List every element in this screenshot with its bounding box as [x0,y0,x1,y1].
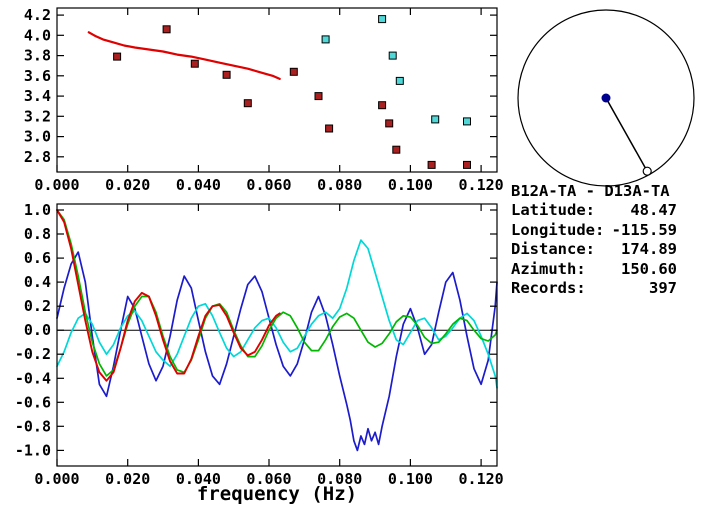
svg-text:0.120: 0.120 [459,176,504,194]
azimuth-dial [517,9,695,187]
svg-text:frequency (Hz): frequency (Hz) [197,483,357,505]
svg-text:0.120: 0.120 [459,470,504,488]
info-value: -115.59 [611,220,677,239]
info-row-longitude: Longitude: -115.59 [511,221,677,240]
svg-text:3.0: 3.0 [24,128,51,146]
svg-text:3.8: 3.8 [24,47,51,65]
info-label: Longitude: [511,220,605,239]
svg-text:0.060: 0.060 [246,470,291,488]
svg-text:3.2: 3.2 [24,107,51,125]
svg-text:0.040: 0.040 [176,470,221,488]
svg-text:1.0: 1.0 [24,201,51,219]
info-row-latitude: Latitude: 48.47 [511,201,677,220]
svg-text:0.080: 0.080 [317,470,362,488]
svg-text:0.000: 0.000 [34,470,79,488]
svg-text:-0.8: -0.8 [15,417,51,435]
info-row-azimuth: Azimuth: 150.60 [511,260,677,279]
svg-text:0.100: 0.100 [388,470,433,488]
svg-text:4.0: 4.0 [24,26,51,44]
svg-text:0.6: 0.6 [24,249,51,267]
svg-text:0.020: 0.020 [105,176,150,194]
info-label: Distance: [511,240,595,259]
station-info-panel: B12A-TA - D13A-TA Latitude: 48.47 Longit… [511,182,677,298]
svg-text:0.040: 0.040 [176,176,221,194]
svg-text:-0.2: -0.2 [15,345,51,363]
svg-text:0.060: 0.060 [246,176,291,194]
info-label: Azimuth: [511,259,586,278]
svg-text:0.0: 0.0 [24,321,51,339]
svg-text:0.020: 0.020 [105,470,150,488]
svg-text:2.8: 2.8 [24,148,51,166]
svg-text:0.100: 0.100 [388,176,433,194]
svg-text:-0.4: -0.4 [15,369,51,387]
correlation-line-chart: 0.000 0.020 0.040 0.060 0.080 0.100 0.120 -1.0 -… [15,201,504,505]
svg-text:0.2: 0.2 [24,297,51,315]
info-value: 48.47 [630,201,677,220]
svg-text:0.080: 0.080 [317,176,362,194]
svg-text:3.6: 3.6 [24,67,51,85]
svg-text:-1.0: -1.0 [15,441,51,459]
info-value: 174.89 [621,240,677,259]
info-value: 150.60 [621,259,677,278]
svg-text:-0.6: -0.6 [15,393,51,411]
dispersion-scatter-chart: 0.000 0.020 0.040 0.060 0.080 0.100 0.120 2.8 3.… [24,6,504,194]
info-value: 397 [649,279,677,298]
svg-text:3.4: 3.4 [24,87,51,105]
svg-text:0.4: 0.4 [24,273,51,291]
svg-text:4.2: 4.2 [24,6,51,24]
info-row-records: Records: 397 [511,279,677,298]
station-pair-title: B12A-TA - D13A-TA [511,182,670,200]
info-row-distance: Distance: 174.89 [511,240,677,259]
info-label: Records: [511,279,586,298]
svg-text:0.8: 0.8 [24,225,51,243]
svg-text:0.000: 0.000 [34,176,79,194]
info-label: Latitude: [511,201,595,220]
